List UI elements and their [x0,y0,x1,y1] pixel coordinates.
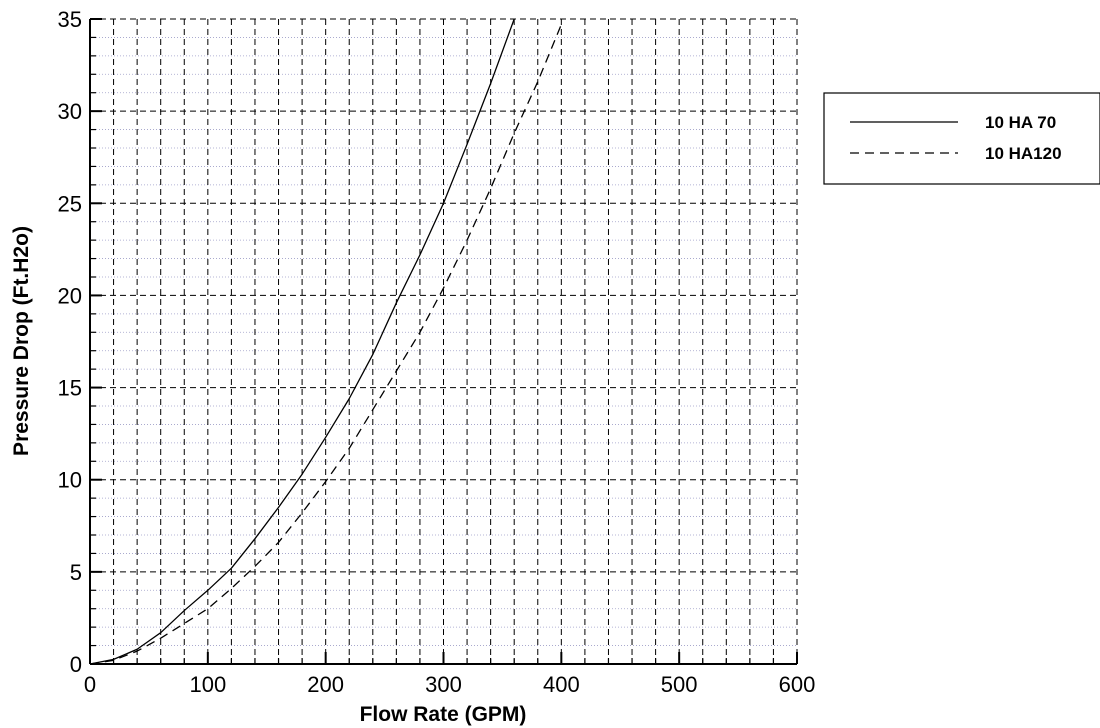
y-axis-title: Pressure Drop (Ft.H2o) [10,226,33,456]
legend: 10 HA 70 10 HA120 [823,92,1100,185]
x-tick-label: 200 [307,672,344,697]
y-tick-label: 20 [58,283,82,308]
y-tick-label: 5 [70,560,82,585]
series-layer [89,18,562,665]
y-tick-label: 30 [58,99,82,124]
x-tick-label: 600 [779,672,816,697]
x-tick-label: 0 [84,672,96,697]
series-line-1 [89,24,562,665]
y-tick-label: 35 [58,7,82,32]
legend-label-10-ha120: 10 HA120 [985,144,1062,163]
y-tick-label: 15 [58,376,82,401]
y-tick-label: 25 [58,191,82,216]
x-tick-label: 400 [543,672,580,697]
x-tick-label: 300 [425,672,462,697]
y-tick-label: 10 [58,468,82,493]
x-tick-label: 500 [661,672,698,697]
tick-label-layer: 0 100 200 300 400 500 600 0 5 10 15 20 25 30 35 [58,7,816,697]
legend-label-10-ha-70: 10 HA 70 [985,113,1056,132]
y-tick-label: 0 [70,652,82,677]
x-axis-title: Flow Rate (GPM) [360,703,527,726]
legend-box [823,92,1100,185]
grid-layer [90,18,798,664]
series-line-0 [89,18,515,665]
x-tick-label: 100 [189,672,226,697]
axis-layer [89,18,798,665]
